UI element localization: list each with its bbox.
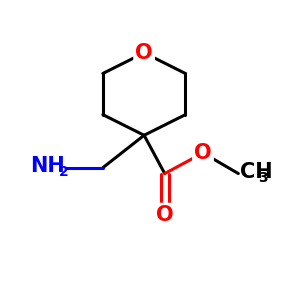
Text: O: O bbox=[194, 143, 212, 163]
Text: CH: CH bbox=[240, 162, 272, 182]
Text: 3: 3 bbox=[258, 171, 268, 185]
Text: NH: NH bbox=[30, 156, 64, 176]
Text: O: O bbox=[156, 205, 173, 225]
Text: O: O bbox=[135, 43, 153, 63]
Text: 2: 2 bbox=[59, 165, 69, 179]
